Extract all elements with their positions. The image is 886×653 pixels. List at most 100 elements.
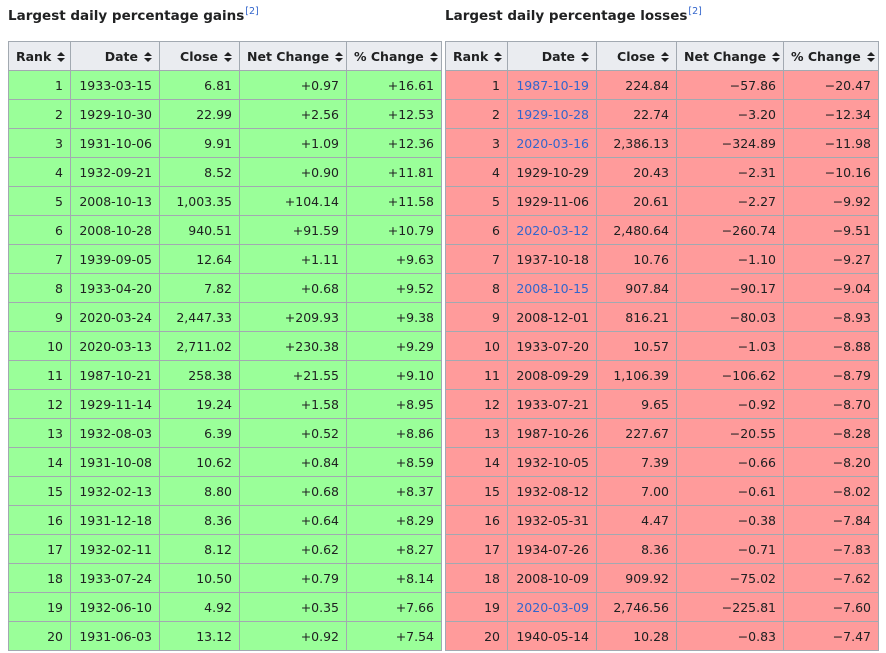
pct-change-cell: −8.70 [783, 389, 879, 419]
losses-section: Largest daily percentage losses[2] Rank … [445, 0, 879, 651]
losses-header-row: Rank Date Close Net Change % Change [445, 41, 879, 71]
gains-reference[interactable]: [2] [245, 6, 259, 17]
close-cell: 19.24 [159, 389, 240, 419]
date-link[interactable]: 2008-10-15 [516, 280, 589, 296]
sort-icon[interactable] [866, 51, 875, 62]
pct-change-cell: +7.54 [346, 621, 442, 651]
sort-icon[interactable] [144, 51, 152, 62]
net-change-cell: −324.89 [676, 128, 784, 158]
date-link[interactable]: 1987-10-19 [516, 77, 589, 93]
date-link[interactable]: 2020-03-16 [516, 135, 589, 151]
losses-table-caption: Largest daily percentage losses[2] [445, 0, 878, 32]
pct-change-cell: −8.20 [783, 447, 879, 477]
close-cell: 7.82 [159, 273, 240, 303]
table-row: 9 2020-03-24 2,447.33 +209.93 +9.38 [8, 302, 442, 332]
sort-icon[interactable] [494, 51, 503, 62]
table-row: 12 1933-07-21 9.65 −0.92 −8.70 [445, 389, 879, 419]
losses-reference[interactable]: [2] [688, 6, 702, 17]
sort-icon[interactable] [224, 51, 232, 62]
date-cell: 1933-07-24 [70, 563, 160, 593]
close-cell: 10.57 [596, 331, 677, 361]
date-link[interactable]: 2020-03-09 [516, 599, 589, 615]
close-cell: 10.62 [159, 447, 240, 477]
rank-cell: 13 [8, 418, 71, 448]
rank-cell: 8 [8, 273, 71, 303]
pct-change-cell: +9.29 [346, 331, 442, 361]
rank-cell: 12 [445, 389, 508, 419]
pct-change-cell: −9.51 [783, 215, 879, 245]
table-row: 8 2008-10-15 907.84 −90.17 −9.04 [445, 273, 879, 303]
net-change-cell: −0.71 [676, 534, 784, 564]
date-cell: 2008-10-28 [70, 215, 160, 245]
pct-change-cell: +16.61 [346, 70, 442, 100]
close-cell: 2,447.33 [159, 302, 240, 332]
date-cell: 1931-12-18 [70, 505, 160, 535]
gains-header-rank[interactable]: Rank [8, 41, 71, 71]
table-row: 11 1987-10-21 258.38 +21.55 +9.10 [8, 360, 442, 390]
gains-table-body: 1 1933-03-15 6.81 +0.97 +16.61 2 1929-10-30 22.… [8, 70, 442, 651]
net-change-cell: +209.93 [239, 302, 347, 332]
rank-cell: 1 [445, 70, 508, 100]
net-change-cell: −80.03 [676, 302, 784, 332]
close-cell: 1,003.35 [159, 186, 240, 216]
table-row: 5 2008-10-13 1,003.35 +104.14 +11.58 [8, 186, 442, 216]
table-row: 14 1931-10-08 10.62 +0.84 +8.59 [8, 447, 442, 477]
date-link[interactable]: 2020-03-12 [516, 222, 589, 238]
pct-change-cell: −8.93 [783, 302, 879, 332]
sort-icon[interactable] [581, 51, 589, 62]
gains-header-close[interactable]: Close [159, 41, 240, 71]
losses-header-date[interactable]: Date [507, 41, 597, 71]
close-cell: 22.99 [159, 99, 240, 129]
net-change-cell: +0.97 [239, 70, 347, 100]
pct-change-cell: +9.52 [346, 273, 442, 303]
net-change-cell: +1.09 [239, 128, 347, 158]
rank-cell: 13 [445, 418, 508, 448]
sort-icon[interactable] [429, 51, 438, 62]
gains-header-net-change[interactable]: Net Change [239, 41, 347, 71]
gains-header-pct-change[interactable]: % Change [346, 41, 442, 71]
rank-cell: 6 [8, 215, 71, 245]
date-cell: 2008-12-01 [507, 302, 597, 332]
date-cell: 2020-03-09 [507, 592, 597, 622]
rank-cell: 7 [8, 244, 71, 274]
date-cell: 1987-10-21 [70, 360, 160, 390]
net-change-cell: +1.58 [239, 389, 347, 419]
pct-change-cell: −8.79 [783, 360, 879, 390]
net-change-cell: +1.11 [239, 244, 347, 274]
date-cell: 2008-10-13 [70, 186, 160, 216]
date-link[interactable]: 1929-10-28 [516, 106, 589, 122]
gains-header-date[interactable]: Date [70, 41, 160, 71]
losses-header-pct-change[interactable]: % Change [783, 41, 879, 71]
pct-change-cell: +11.81 [346, 157, 442, 187]
gains-table-caption: Largest daily percentage gains[2] [8, 0, 441, 32]
sort-icon[interactable] [772, 51, 781, 62]
sort-icon[interactable] [57, 51, 66, 62]
losses-header-net-change[interactable]: Net Change [676, 41, 784, 71]
sort-icon[interactable] [661, 51, 669, 62]
close-cell: 224.84 [596, 70, 677, 100]
table-row: 11 2008-09-29 1,106.39 −106.62 −8.79 [445, 360, 879, 390]
table-row: 18 2008-10-09 909.92 −75.02 −7.62 [445, 563, 879, 593]
table-row: 15 1932-02-13 8.80 +0.68 +8.37 [8, 476, 442, 506]
net-change-cell: −20.55 [676, 418, 784, 448]
pct-change-cell: +8.14 [346, 563, 442, 593]
close-cell: 9.65 [596, 389, 677, 419]
net-change-cell: −0.92 [676, 389, 784, 419]
gains-header-row: Rank Date Close Net Change % Change [8, 41, 442, 71]
losses-header-rank[interactable]: Rank [445, 41, 508, 71]
losses-header-close[interactable]: Close [596, 41, 677, 71]
table-row: 4 1929-10-29 20.43 −2.31 −10.16 [445, 157, 879, 187]
date-cell: 2008-10-15 [507, 273, 597, 303]
pct-change-cell: +8.27 [346, 534, 442, 564]
table-row: 20 1931-06-03 13.12 +0.92 +7.54 [8, 621, 442, 651]
net-change-cell: −0.61 [676, 476, 784, 506]
close-cell: 6.39 [159, 418, 240, 448]
rank-cell: 4 [445, 157, 508, 187]
sort-icon[interactable] [335, 51, 344, 62]
table-row: 15 1932-08-12 7.00 −0.61 −8.02 [445, 476, 879, 506]
table-row: 1 1933-03-15 6.81 +0.97 +16.61 [8, 70, 442, 100]
pct-change-cell: −7.84 [783, 505, 879, 535]
close-cell: 22.74 [596, 99, 677, 129]
net-change-cell: +0.79 [239, 563, 347, 593]
rank-cell: 12 [8, 389, 71, 419]
